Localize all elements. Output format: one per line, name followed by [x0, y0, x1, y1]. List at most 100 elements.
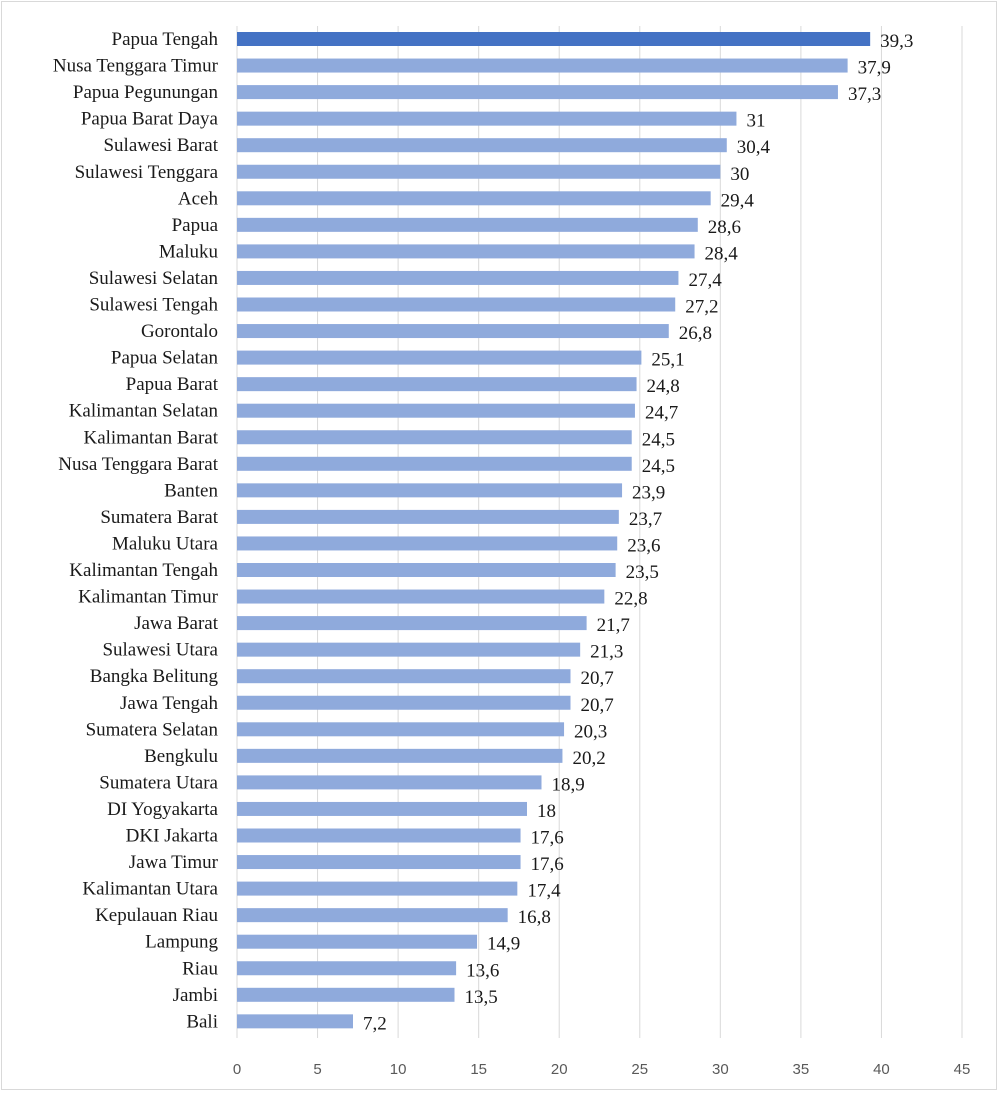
- category-label: Papua Selatan: [111, 348, 219, 369]
- bar: [237, 377, 637, 392]
- category-label: Lampung: [145, 932, 218, 953]
- bar: [237, 908, 508, 923]
- data-label: 7,2: [363, 1013, 387, 1034]
- category-label: Nusa Tenggara Timur: [53, 56, 219, 77]
- category-label: Sulawesi Utara: [102, 640, 218, 661]
- category-label: Gorontalo: [141, 321, 218, 342]
- x-tick-label: 40: [873, 1061, 890, 1078]
- bar: [237, 987, 455, 1002]
- data-label: 14,9: [487, 934, 520, 955]
- data-label: 24,5: [642, 456, 675, 477]
- bar: [237, 164, 721, 179]
- bar: [237, 695, 571, 710]
- category-label: Sulawesi Tenggara: [75, 162, 219, 183]
- category-label: Sulawesi Barat: [103, 135, 218, 156]
- x-axis-tick-labels: 0 5 10 15 20 25 30 35 40 45: [233, 1061, 971, 1078]
- data-label: 21,7: [597, 615, 630, 636]
- bar: [237, 855, 521, 870]
- category-label: Jawa Timur: [129, 852, 219, 873]
- category-label: Bangka Belitung: [90, 666, 219, 687]
- data-label: 28,4: [705, 243, 739, 264]
- data-label: 18,9: [552, 774, 585, 795]
- category-label: Kalimantan Barat: [83, 427, 218, 448]
- category-label: Kepulauan Riau: [95, 905, 218, 926]
- category-label: Maluku Utara: [112, 533, 219, 554]
- category-label: Bengkulu: [144, 746, 218, 767]
- category-label: Jambi: [173, 985, 218, 1006]
- data-label: 20,2: [572, 748, 605, 769]
- data-label: 21,3: [590, 642, 623, 663]
- data-label: 27,2: [685, 297, 718, 318]
- data-label: 27,4: [688, 270, 722, 291]
- bar: [237, 58, 848, 73]
- data-label: 30,4: [737, 137, 771, 158]
- bars: [237, 32, 871, 1029]
- bar: [237, 324, 669, 339]
- bar: [237, 483, 623, 498]
- category-label: Banten: [164, 480, 218, 501]
- category-label: Papua Pegunungan: [73, 82, 219, 103]
- data-label: 20,3: [574, 721, 607, 742]
- bar: [237, 191, 711, 206]
- category-label: Maluku: [159, 241, 219, 262]
- bar: [237, 722, 565, 737]
- data-label: 18: [537, 801, 556, 822]
- data-label: 25,1: [651, 350, 684, 371]
- bar: [237, 669, 571, 684]
- bar: [237, 244, 695, 259]
- category-label: Nusa Tenggara Barat: [58, 454, 218, 475]
- bar: [237, 801, 527, 816]
- bar: [237, 536, 618, 551]
- bar: [237, 563, 616, 577]
- data-label: 13,5: [465, 987, 498, 1008]
- bar: [237, 961, 457, 976]
- bar: [237, 297, 676, 312]
- x-tick-label: 15: [470, 1061, 487, 1078]
- category-label: Sulawesi Tengah: [89, 295, 218, 316]
- category-label: Sulawesi Selatan: [89, 268, 219, 289]
- bar: [237, 509, 619, 524]
- x-tick-label: 0: [233, 1061, 241, 1078]
- category-label: Papua Tengah: [112, 29, 219, 50]
- bar: [237, 403, 635, 418]
- bar: [237, 881, 518, 896]
- category-label: Riau: [182, 958, 218, 979]
- category-label: Jawa Barat: [134, 613, 219, 634]
- bar: [237, 828, 521, 843]
- category-label: Kalimantan Timur: [78, 587, 219, 608]
- bar: [237, 748, 563, 763]
- data-label: 20,7: [581, 668, 614, 689]
- category-label: Papua: [172, 215, 219, 236]
- category-label: Kalimantan Tengah: [69, 560, 218, 581]
- bar: [237, 85, 838, 100]
- data-label: 17,4: [527, 881, 561, 902]
- data-label: 37,3: [848, 84, 881, 105]
- category-label: Aceh: [178, 188, 219, 209]
- category-labels: Papua Tengah Nusa Tenggara Timur Papua Peg…: [53, 29, 219, 1032]
- data-label: 24,5: [642, 429, 675, 450]
- bar: [237, 589, 605, 604]
- data-label: 17,6: [531, 828, 564, 849]
- bar: [237, 138, 727, 153]
- bar: [237, 616, 587, 631]
- data-label: 16,8: [518, 907, 551, 928]
- category-label: Jawa Tengah: [120, 693, 219, 714]
- data-label: 23,5: [626, 562, 659, 583]
- bar: [237, 111, 737, 126]
- data-label: 39,3: [880, 31, 913, 52]
- x-tick-label: 30: [712, 1061, 729, 1078]
- bar: [237, 456, 632, 471]
- bar: [237, 775, 542, 790]
- data-label: 23,9: [632, 482, 665, 503]
- data-label: 28,6: [708, 217, 741, 238]
- data-labels: 39,3 37,9 37,3 31 30,4 30 29,4 28,6 28,4 27,4 27,2…: [363, 31, 913, 1034]
- data-label: 30: [730, 164, 749, 185]
- bar: [237, 642, 581, 657]
- category-label: Papua Barat Daya: [81, 109, 219, 130]
- category-label: Sumatera Barat: [100, 507, 218, 528]
- data-label: 37,9: [858, 58, 891, 79]
- data-label: 13,6: [466, 960, 499, 981]
- data-label: 24,8: [647, 376, 680, 397]
- category-label: Kalimantan Selatan: [69, 401, 219, 422]
- data-label: 26,8: [679, 323, 712, 344]
